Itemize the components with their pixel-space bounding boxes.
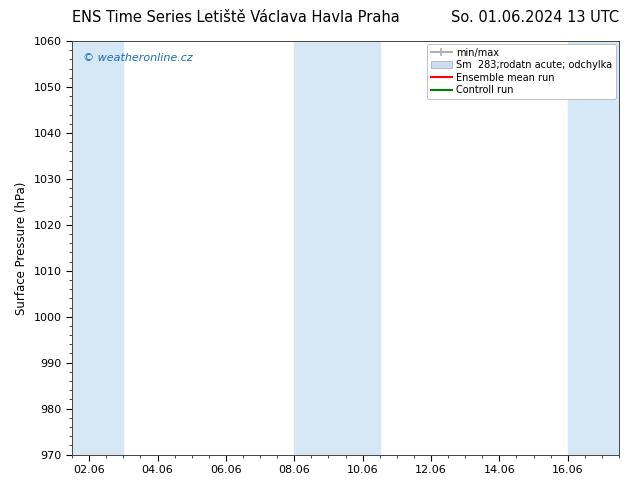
Bar [72, 41, 124, 455]
Text: © weatheronline.cz: © weatheronline.cz [83, 53, 193, 64]
Bar [567, 41, 619, 455]
Text: So. 01.06.2024 13 UTC: So. 01.06.2024 13 UTC [451, 10, 619, 25]
Text: ENS Time Series Letiště Václava Havla Praha: ENS Time Series Letiště Václava Havla Pr… [72, 10, 400, 25]
Y-axis label: Surface Pressure (hPa): Surface Pressure (hPa) [15, 181, 28, 315]
Legend: min/max, Sm  283;rodatn acute; odchylka, Ensemble mean run, Controll run: min/max, Sm 283;rodatn acute; odchylka, … [427, 44, 616, 99]
Bar [294, 41, 380, 455]
